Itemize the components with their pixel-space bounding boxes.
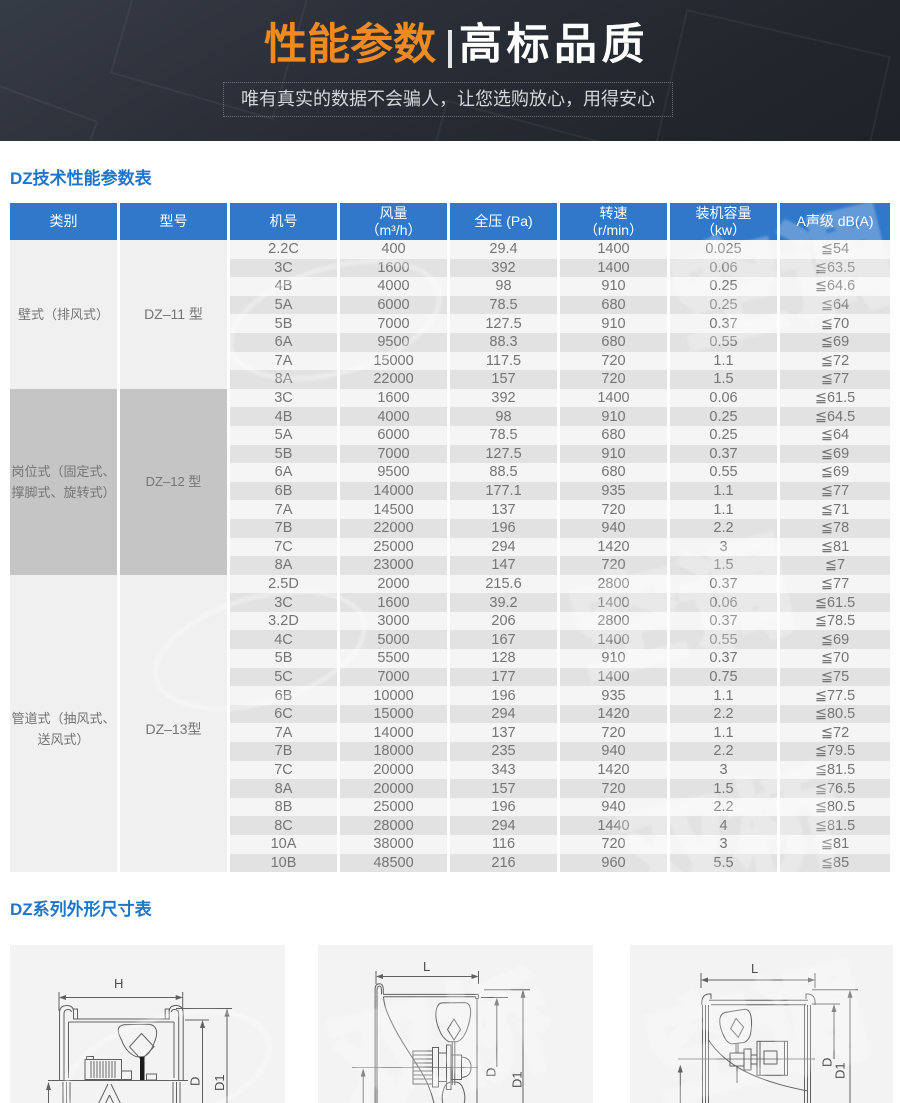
svg-text:D: D: [188, 1077, 203, 1086]
svg-text:D1: D1: [212, 1074, 227, 1091]
svg-text:D: D: [484, 1068, 499, 1077]
svg-text:D1: D1: [833, 1062, 848, 1079]
svg-text:L: L: [423, 959, 430, 974]
svg-text:D1: D1: [510, 1071, 525, 1088]
svg-text:H: H: [114, 976, 123, 991]
svg-text:D: D: [820, 1058, 835, 1067]
svg-text:L: L: [751, 961, 758, 976]
